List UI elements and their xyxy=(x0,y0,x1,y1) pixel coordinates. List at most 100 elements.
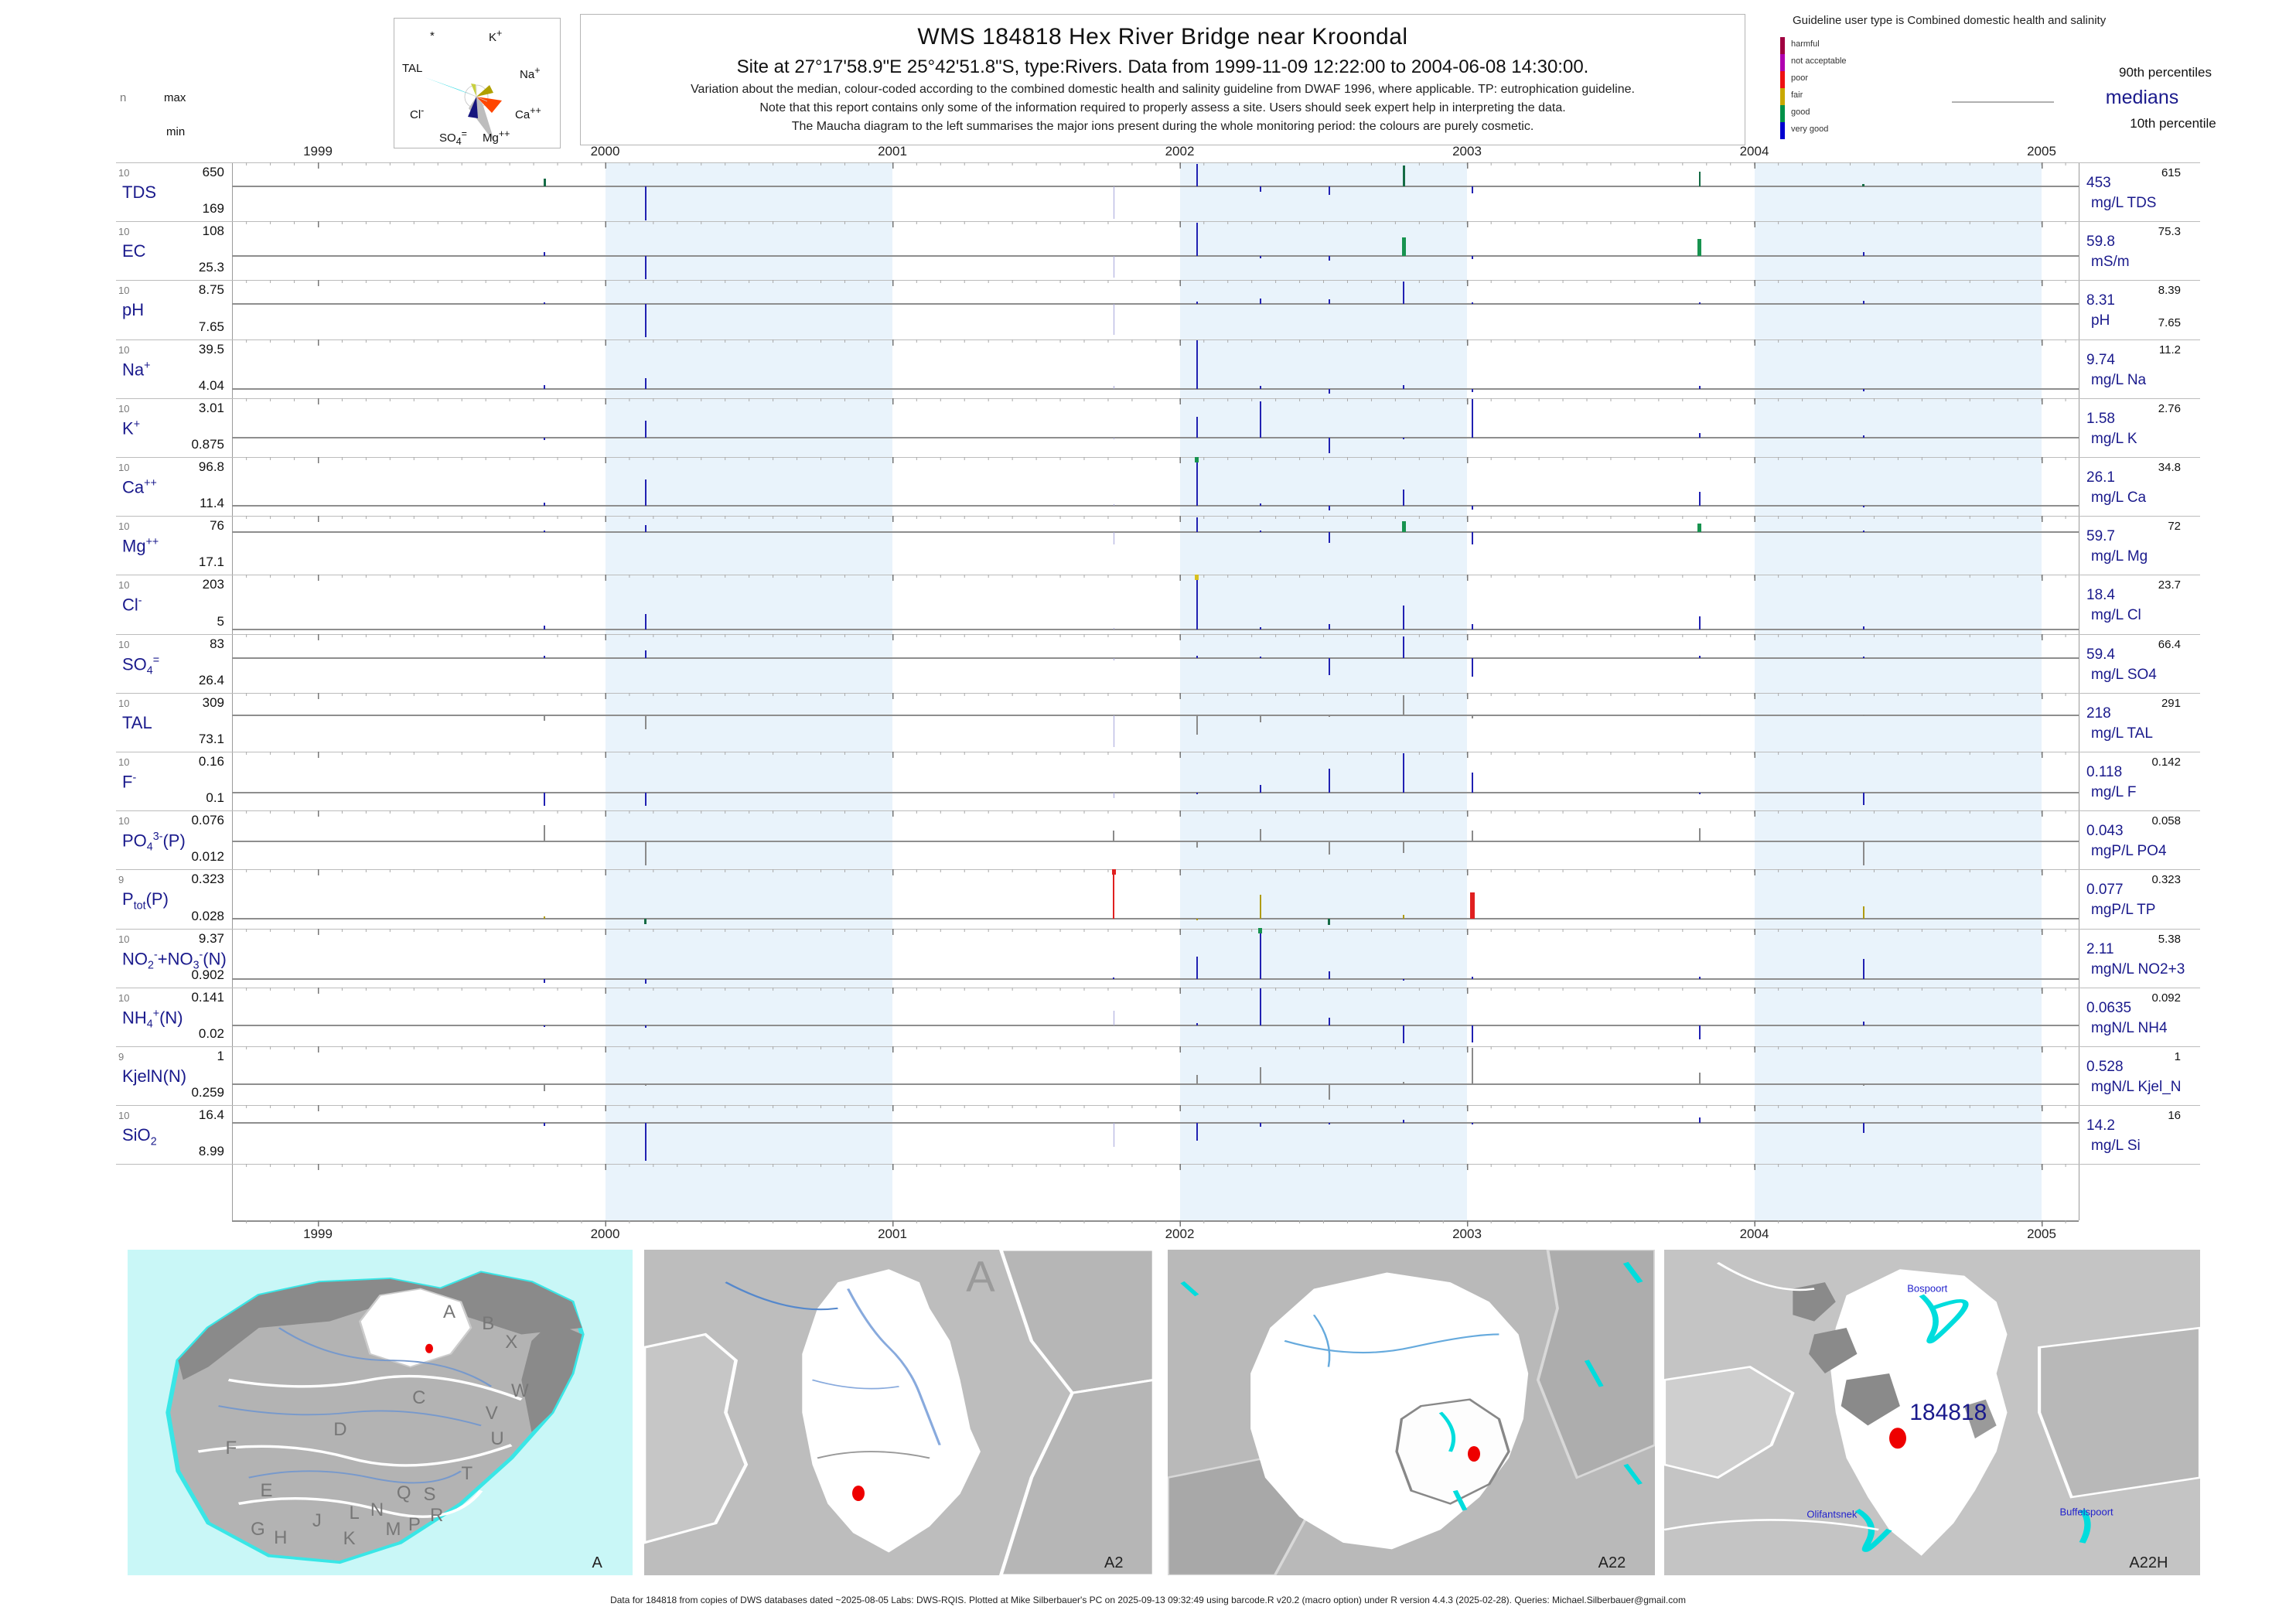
drainage-region-letter: R xyxy=(429,1504,444,1526)
year-band xyxy=(605,162,892,1220)
param-median: 1.58 xyxy=(2086,410,2115,427)
site-location-dot xyxy=(852,1486,865,1502)
data-mark-cap xyxy=(1195,456,1199,462)
data-mark xyxy=(1862,506,1864,508)
median-line xyxy=(232,840,2079,842)
data-mark xyxy=(544,437,546,441)
data-mark xyxy=(1401,520,1406,533)
param-min: 26.4 xyxy=(198,672,224,687)
param-min: 8.99 xyxy=(198,1144,224,1159)
param-unit: mS/m xyxy=(2091,254,2130,271)
data-mark xyxy=(1472,399,1474,438)
param-max: 650 xyxy=(202,165,224,179)
class-color-harmful xyxy=(1780,37,1785,54)
param-min: 11.4 xyxy=(200,496,224,511)
param-max: 1 xyxy=(217,1049,224,1063)
data-mark xyxy=(1328,506,1330,510)
map-A2: A A2 xyxy=(644,1250,1154,1575)
param-n: 10 xyxy=(118,933,130,945)
data-mark xyxy=(644,613,646,630)
data-mark xyxy=(1698,385,1701,389)
param-median: 218 xyxy=(2086,705,2111,722)
param-min: 0.012 xyxy=(191,849,224,865)
class-color-poor xyxy=(1780,71,1785,88)
month-ticks xyxy=(232,928,2079,935)
param-n: 9 xyxy=(118,874,125,886)
param-max: 3.01 xyxy=(198,400,224,415)
param-median: 0.043 xyxy=(2086,823,2124,840)
median-line xyxy=(232,531,2079,534)
class-color-not-acceptable xyxy=(1780,54,1785,71)
data-mark xyxy=(1403,384,1405,389)
year-label-bottom: 2000 xyxy=(590,1227,620,1241)
data-mark xyxy=(1259,186,1261,192)
data-mark xyxy=(1403,1081,1405,1084)
median-line xyxy=(232,1024,2079,1026)
map-code-label: A22H xyxy=(2129,1554,2168,1571)
param-min: 0.902 xyxy=(191,967,224,982)
data-mark xyxy=(1259,784,1261,793)
median-legend-label: medians xyxy=(2105,87,2179,108)
data-mark xyxy=(1403,1025,1405,1043)
data-mark xyxy=(1472,1047,1474,1084)
drainage-region-letter: F xyxy=(225,1437,237,1459)
param-p90: 2.76 xyxy=(2158,401,2181,415)
year-label-bottom: 2001 xyxy=(878,1227,907,1241)
data-mark xyxy=(1862,183,1864,187)
param-name: TAL xyxy=(122,712,152,732)
param-median: 453 xyxy=(2086,175,2111,191)
data-mark xyxy=(1862,906,1864,919)
month-ticks xyxy=(232,1164,2079,1171)
param-min: 25.3 xyxy=(198,260,224,275)
data-mark xyxy=(1862,388,1864,391)
drainage-region-letter: Q xyxy=(396,1482,411,1504)
param-name: Cl- xyxy=(122,595,142,615)
data-mark xyxy=(544,793,546,807)
data-mark xyxy=(1862,959,1864,979)
data-mark xyxy=(1403,914,1405,919)
data-mark xyxy=(644,1025,646,1028)
data-mark xyxy=(1403,978,1405,981)
param-p90: 23.7 xyxy=(2158,578,2181,592)
param-min: 0.1 xyxy=(206,790,224,806)
data-mark xyxy=(544,178,546,187)
data-mark xyxy=(1259,930,1261,979)
param-max: 0.141 xyxy=(191,989,224,1005)
data-mark xyxy=(1862,715,1864,717)
data-mark xyxy=(1328,918,1330,925)
param-p90: 0.092 xyxy=(2151,991,2181,1005)
data-mark xyxy=(1862,841,1864,866)
report-title: WMS 184818 Hex River Bridge near Kroonda… xyxy=(917,24,1408,49)
data-mark xyxy=(1196,575,1198,630)
data-mark xyxy=(1259,894,1261,919)
drainage-region-letter: G xyxy=(251,1519,265,1540)
param-n: 10 xyxy=(118,226,130,238)
median-line xyxy=(232,186,2079,188)
month-ticks xyxy=(232,1105,2079,1112)
data-mark xyxy=(1328,769,1330,793)
data-mark xyxy=(1403,437,1405,440)
param-p10: 7.65 xyxy=(2158,316,2181,330)
param-p90: 16 xyxy=(2168,1109,2181,1123)
data-mark-cap xyxy=(1195,574,1199,580)
median-line xyxy=(232,505,2079,507)
data-mark xyxy=(1403,694,1405,716)
data-mark xyxy=(1472,831,1474,841)
param-p90: 34.8 xyxy=(2158,461,2181,474)
data-mark xyxy=(1403,1119,1405,1123)
param-name: F- xyxy=(122,772,137,792)
param-n: 10 xyxy=(118,520,130,533)
param-max: 83 xyxy=(210,636,224,651)
data-mark xyxy=(544,302,546,304)
data-mark xyxy=(644,841,646,866)
data-mark xyxy=(644,479,646,507)
median-line xyxy=(232,629,2079,631)
site-location-dot xyxy=(425,1343,434,1354)
month-ticks xyxy=(232,869,2079,876)
data-mark xyxy=(1259,385,1261,389)
data-mark xyxy=(1472,624,1474,630)
median-line xyxy=(232,715,2079,717)
map-code-label: A xyxy=(592,1554,602,1571)
drainage-region-letter: X xyxy=(505,1331,518,1353)
drainage-region-letter: C xyxy=(412,1387,426,1408)
